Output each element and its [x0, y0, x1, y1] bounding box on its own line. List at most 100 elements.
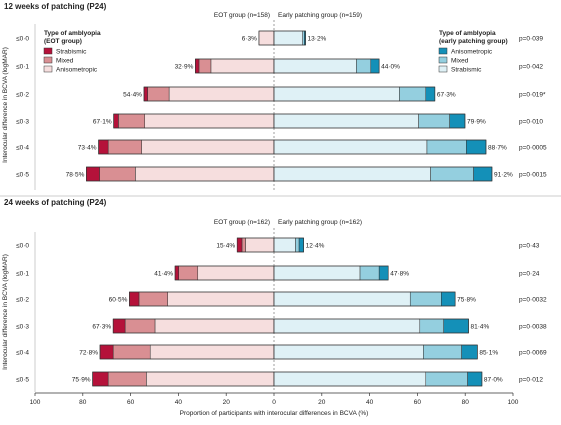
early-bar-outline [273, 139, 487, 155]
p-value: p=0·019* [519, 92, 546, 99]
x-tick-label: 80 [79, 399, 87, 406]
p-value: p=0·0069 [519, 350, 547, 357]
eot-group-header: EOT group (n=158) [214, 12, 270, 19]
early-total-label: 81·4% [471, 324, 490, 331]
category-label: ≤0·4 [16, 145, 29, 152]
early-total-label: 44·0% [381, 64, 400, 71]
eot-bar-mixed [107, 139, 142, 155]
eot-total-label: 60·5% [109, 297, 128, 304]
early-bar-anisometropic [443, 318, 469, 334]
eot-bar-mixed [112, 344, 151, 360]
legend-eot-swatch-strabismic [43, 47, 53, 55]
eot-bar-anisometropic [141, 139, 275, 155]
early-bar-outline [273, 371, 483, 387]
early-bar-mixed [409, 291, 442, 307]
early-bar-strabismic [273, 318, 421, 334]
eot-bar-strabismic [99, 344, 114, 360]
eot-bar-anisometropic [149, 344, 275, 360]
eot-bar-mixed [124, 318, 156, 334]
eot-total-label: 15·4% [216, 243, 235, 250]
early-bar-outline [273, 166, 493, 182]
early-bar-anisometropic [461, 344, 478, 360]
early-bar-strabismic [273, 86, 400, 102]
eot-bar-anisometropic [146, 371, 275, 387]
early-bar-strabismic [273, 265, 361, 281]
p-value: p=0·43 [519, 243, 540, 250]
x-tick-label: 100 [30, 399, 41, 406]
eot-bar-strabismic [92, 371, 109, 387]
eot-bar-strabismic [195, 58, 200, 74]
legend-early-swatch-strabismic [438, 65, 448, 73]
early-bar-outline [273, 291, 456, 307]
early-bar-mixed [356, 58, 372, 74]
eot-total-label: 32·9% [175, 64, 194, 71]
early-bar-mixed [419, 318, 444, 334]
early-bar-outline [273, 265, 389, 281]
category-label: ≤0·1 [16, 64, 29, 71]
early-bar-anisometropic [473, 166, 493, 182]
eot-total-label: 75·9% [72, 377, 91, 384]
early-bar-anisometropic [449, 113, 466, 129]
p-value: p=0·0038 [519, 324, 547, 331]
eot-total-label: 54·4% [123, 92, 142, 99]
early-total-label: 75·8% [457, 297, 476, 304]
legend-early-title: Type of amblyopia [439, 30, 496, 37]
p-value: p=0·0005 [519, 145, 547, 152]
early-bar-strabismic [273, 237, 296, 253]
legend-early-item: Strabismic [451, 67, 482, 74]
early-bar-strabismic [273, 291, 411, 307]
legend-early-subtitle: (early patching group) [439, 38, 508, 45]
legend-eot-title: Type of amblyopia [44, 30, 101, 37]
category-label: ≤0·4 [16, 350, 29, 357]
x-tick-label: 80 [462, 399, 470, 406]
eot-total-label: 72·8% [79, 350, 98, 357]
p-value: p=0·24 [519, 271, 540, 278]
category-label: ≤0·1 [16, 271, 29, 278]
eot-bar-mixed [138, 291, 168, 307]
early-bar-mixed [426, 139, 467, 155]
early-bar-strabismic [273, 139, 428, 155]
early-total-label: 12·4% [306, 243, 325, 250]
early-bar-anisometropic [441, 291, 456, 307]
category-label: ≤0·2 [16, 297, 29, 304]
early-bar-anisometropic [467, 371, 483, 387]
eot-bar-anisometropic [245, 237, 275, 253]
eot-bar-anisometropic [154, 318, 275, 334]
category-label: ≤0·0 [16, 243, 29, 250]
early-total-label: 47·8% [390, 271, 409, 278]
eot-bar-mixed [107, 371, 147, 387]
category-label: ≤0·3 [16, 324, 29, 331]
y-axis-label: Interocular difference in BCVA (logMAR) [2, 254, 9, 370]
category-label: ≤0·3 [16, 119, 29, 126]
early-bar-outline [273, 30, 306, 46]
eot-bar-anisometropic [144, 113, 275, 129]
p-value: p=0·010 [519, 119, 543, 126]
eot-bar-strabismic [143, 86, 148, 102]
eot-bar-mixed [147, 86, 170, 102]
early-bar-outline [273, 58, 380, 74]
early-bar-mixed [302, 30, 305, 46]
early-bar-outline [273, 318, 469, 334]
category-label: ≤0·5 [16, 377, 29, 384]
early-total-label: 13·2% [308, 36, 327, 43]
early-bar-strabismic [273, 30, 303, 46]
early-group-header: Early patching group (n=162) [278, 219, 362, 226]
early-bar-strabismic [273, 371, 427, 387]
x-tick-label: 20 [318, 399, 326, 406]
eot-bar-mixed [198, 58, 212, 74]
p-value: p=0·039 [519, 36, 543, 43]
x-tick-label: 60 [414, 399, 422, 406]
x-tick-label: 40 [366, 399, 374, 406]
panel-title: 12 weeks of patching (P24) [4, 2, 107, 11]
eot-bar-strabismic [98, 139, 109, 155]
x-tick-label: 20 [223, 399, 231, 406]
y-axis-label: Interocular difference in BCVA (logMAR) [2, 47, 9, 163]
eot-total-label: 67·3% [92, 324, 111, 331]
early-bar-outline [273, 113, 466, 129]
early-bar-anisometropic [466, 139, 487, 155]
eot-bar-strabismic [112, 318, 126, 334]
eot-bar-strabismic [236, 237, 243, 253]
early-bar-outline [273, 86, 436, 102]
early-bar-mixed [430, 166, 474, 182]
